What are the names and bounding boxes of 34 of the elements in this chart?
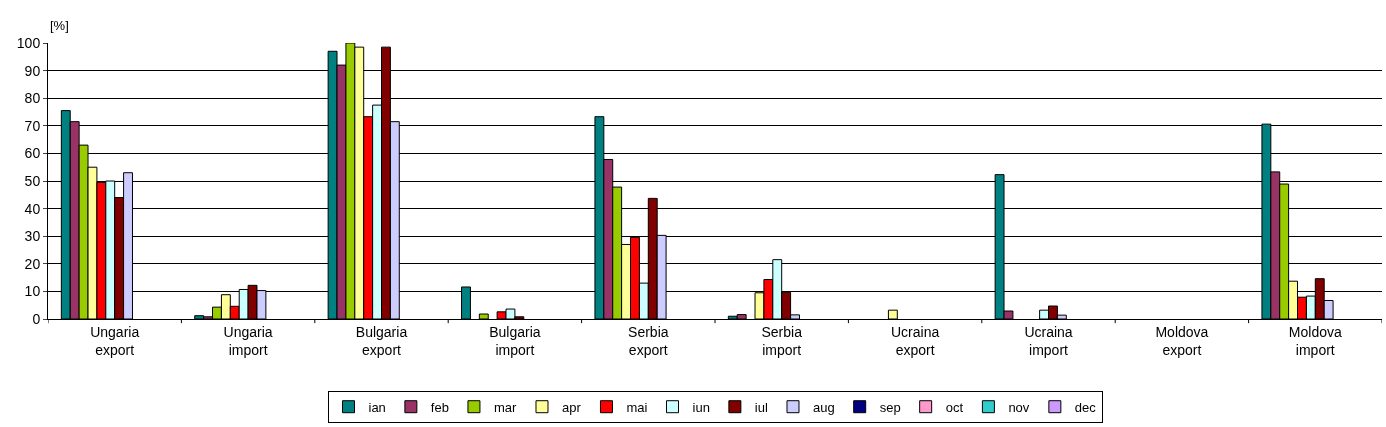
- x-tick-label: Serbia export: [628, 323, 669, 358]
- legend-label: dec: [1074, 399, 1097, 415]
- legend-label: nov: [1008, 399, 1030, 415]
- legend-label: iul: [754, 399, 768, 415]
- y-tick-label: 60: [24, 145, 41, 162]
- x-tick-label: Ungaria import: [223, 323, 273, 358]
- x-tick-label: Ucraina export: [890, 323, 940, 358]
- legend-label: apr: [562, 399, 582, 415]
- legend-label: sep: [879, 399, 901, 415]
- x-tick-label: Bulgaria export: [355, 323, 408, 358]
- legend-label: mai: [626, 399, 648, 415]
- x-tick-label: Moldova import: [1288, 323, 1342, 358]
- legend-label: mar: [493, 399, 517, 415]
- legend-label: ian: [368, 399, 386, 415]
- y-tick-label: 70: [24, 117, 41, 134]
- x-tick-label: Serbia import: [761, 323, 803, 358]
- y-tick-label: 20: [24, 255, 41, 272]
- y-tick-label: 30: [24, 228, 41, 245]
- x-tick-label: Ungaria export: [90, 323, 140, 358]
- y-axis-title: [%]: [50, 18, 69, 33]
- x-tick-label: Moldova export: [1155, 323, 1209, 358]
- x-tick-label: Bulgaria import: [489, 323, 541, 358]
- legend-label: aug: [812, 399, 835, 415]
- legend-label: iun: [692, 399, 710, 415]
- y-tick-label: 100: [16, 34, 41, 51]
- y-tick-label: 0: [32, 310, 41, 327]
- x-tick-label: Ucraina import: [1024, 323, 1073, 358]
- legend-label: feb: [430, 399, 449, 415]
- y-tick-label: 10: [24, 283, 41, 300]
- legend-label: oct: [945, 399, 964, 415]
- y-tick-label: 50: [24, 172, 41, 189]
- y-tick-label: 80: [24, 90, 41, 107]
- y-tick-label: 40: [24, 200, 41, 217]
- y-tick-label: 90: [24, 62, 41, 79]
